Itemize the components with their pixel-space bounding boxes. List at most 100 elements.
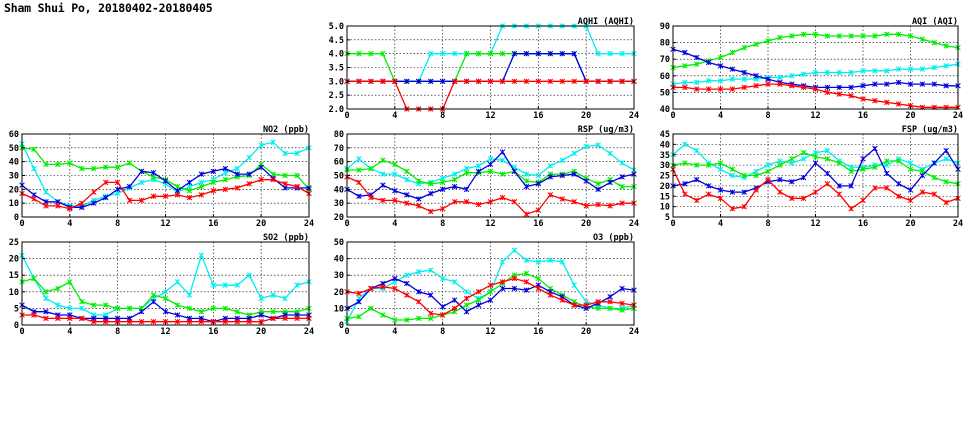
data-point <box>682 141 688 148</box>
data-point <box>607 179 613 186</box>
data-point <box>800 149 807 156</box>
data-point <box>777 34 783 41</box>
data-point <box>931 160 938 166</box>
data-point <box>741 84 748 91</box>
data-point <box>559 259 566 265</box>
data-point <box>138 197 145 204</box>
data-point <box>114 179 121 186</box>
data-point <box>895 158 902 164</box>
data-point <box>895 101 902 107</box>
data-point <box>234 318 241 325</box>
data-point <box>439 275 446 282</box>
data-point <box>765 162 771 168</box>
data-point <box>463 165 470 172</box>
data-point <box>607 50 613 57</box>
data-point <box>848 84 854 91</box>
data-point <box>765 81 771 87</box>
data-point <box>705 86 712 92</box>
data-point <box>943 43 949 49</box>
data-point <box>270 176 276 183</box>
data-point <box>860 156 866 162</box>
data-point <box>198 308 205 315</box>
y-tick-label: 50 <box>334 172 344 182</box>
data-point <box>547 257 554 264</box>
data-point <box>848 183 854 189</box>
data-point <box>943 199 949 206</box>
data-point <box>392 187 398 194</box>
data-point <box>368 305 374 312</box>
y-tick-label: 40 <box>334 185 344 195</box>
data-point <box>415 196 422 202</box>
data-point <box>186 305 193 312</box>
data-point <box>693 197 700 204</box>
data-point <box>222 282 229 288</box>
data-point <box>800 31 807 38</box>
data-point <box>79 299 85 305</box>
data-point <box>210 187 217 194</box>
data-point <box>487 289 494 295</box>
data-point <box>559 50 566 57</box>
data-point <box>907 166 914 173</box>
data-point <box>31 312 37 318</box>
data-point <box>463 302 470 308</box>
data-point <box>427 181 434 187</box>
data-point <box>404 192 410 198</box>
data-point <box>547 78 554 85</box>
data-point <box>294 315 300 322</box>
data-point <box>126 160 133 166</box>
data-point <box>451 171 458 177</box>
data-point <box>234 308 241 315</box>
data-point <box>380 50 386 57</box>
data-point <box>788 73 795 79</box>
x-tick-label: 20 <box>905 219 915 229</box>
panel-o3: 0 4 8 12 16 20 24 0 10 20 30 40 50 O3 (ppb) <box>334 233 639 337</box>
data-point <box>717 187 724 193</box>
data-point <box>162 193 169 200</box>
data-point <box>415 203 422 209</box>
data-point <box>717 86 724 92</box>
x-tick-label: 20 <box>581 219 591 229</box>
data-point <box>174 312 181 318</box>
data-point <box>198 318 205 325</box>
y-tick-label: 4.0 <box>329 50 344 60</box>
data-point <box>356 313 362 320</box>
data-point <box>404 272 410 278</box>
data-point <box>607 150 613 157</box>
data-point <box>258 164 264 170</box>
data-point <box>705 191 712 197</box>
data-point <box>848 205 854 212</box>
data-point <box>812 69 819 76</box>
data-point <box>404 200 410 206</box>
data-point <box>682 63 688 69</box>
data-point <box>392 161 398 168</box>
data-point <box>439 186 446 193</box>
data-point <box>150 174 157 180</box>
data-point <box>559 196 566 202</box>
data-point <box>907 81 914 87</box>
data-point <box>931 39 938 46</box>
data-point <box>595 186 601 193</box>
data-point <box>571 302 577 308</box>
data-point <box>523 211 530 217</box>
data-point <box>439 205 446 212</box>
data-point <box>174 318 181 325</box>
data-point <box>883 68 890 74</box>
data-point <box>595 78 601 85</box>
data-point <box>487 161 494 168</box>
data-point <box>368 78 374 85</box>
x-tick-label: 8 <box>440 111 445 121</box>
data-point <box>619 300 625 307</box>
data-point <box>788 178 795 185</box>
data-point <box>150 299 157 305</box>
data-point <box>860 68 866 74</box>
data-point <box>102 302 109 308</box>
data-point <box>777 158 783 164</box>
x-tick-label: 0 <box>344 111 349 121</box>
data-point <box>67 205 73 212</box>
data-point <box>79 204 85 211</box>
data-point <box>234 185 241 191</box>
y-tick-label: 80 <box>660 39 670 49</box>
x-tick-label: 8 <box>440 327 445 337</box>
y-tick-label: 40 <box>660 140 670 150</box>
data-point <box>523 270 530 277</box>
